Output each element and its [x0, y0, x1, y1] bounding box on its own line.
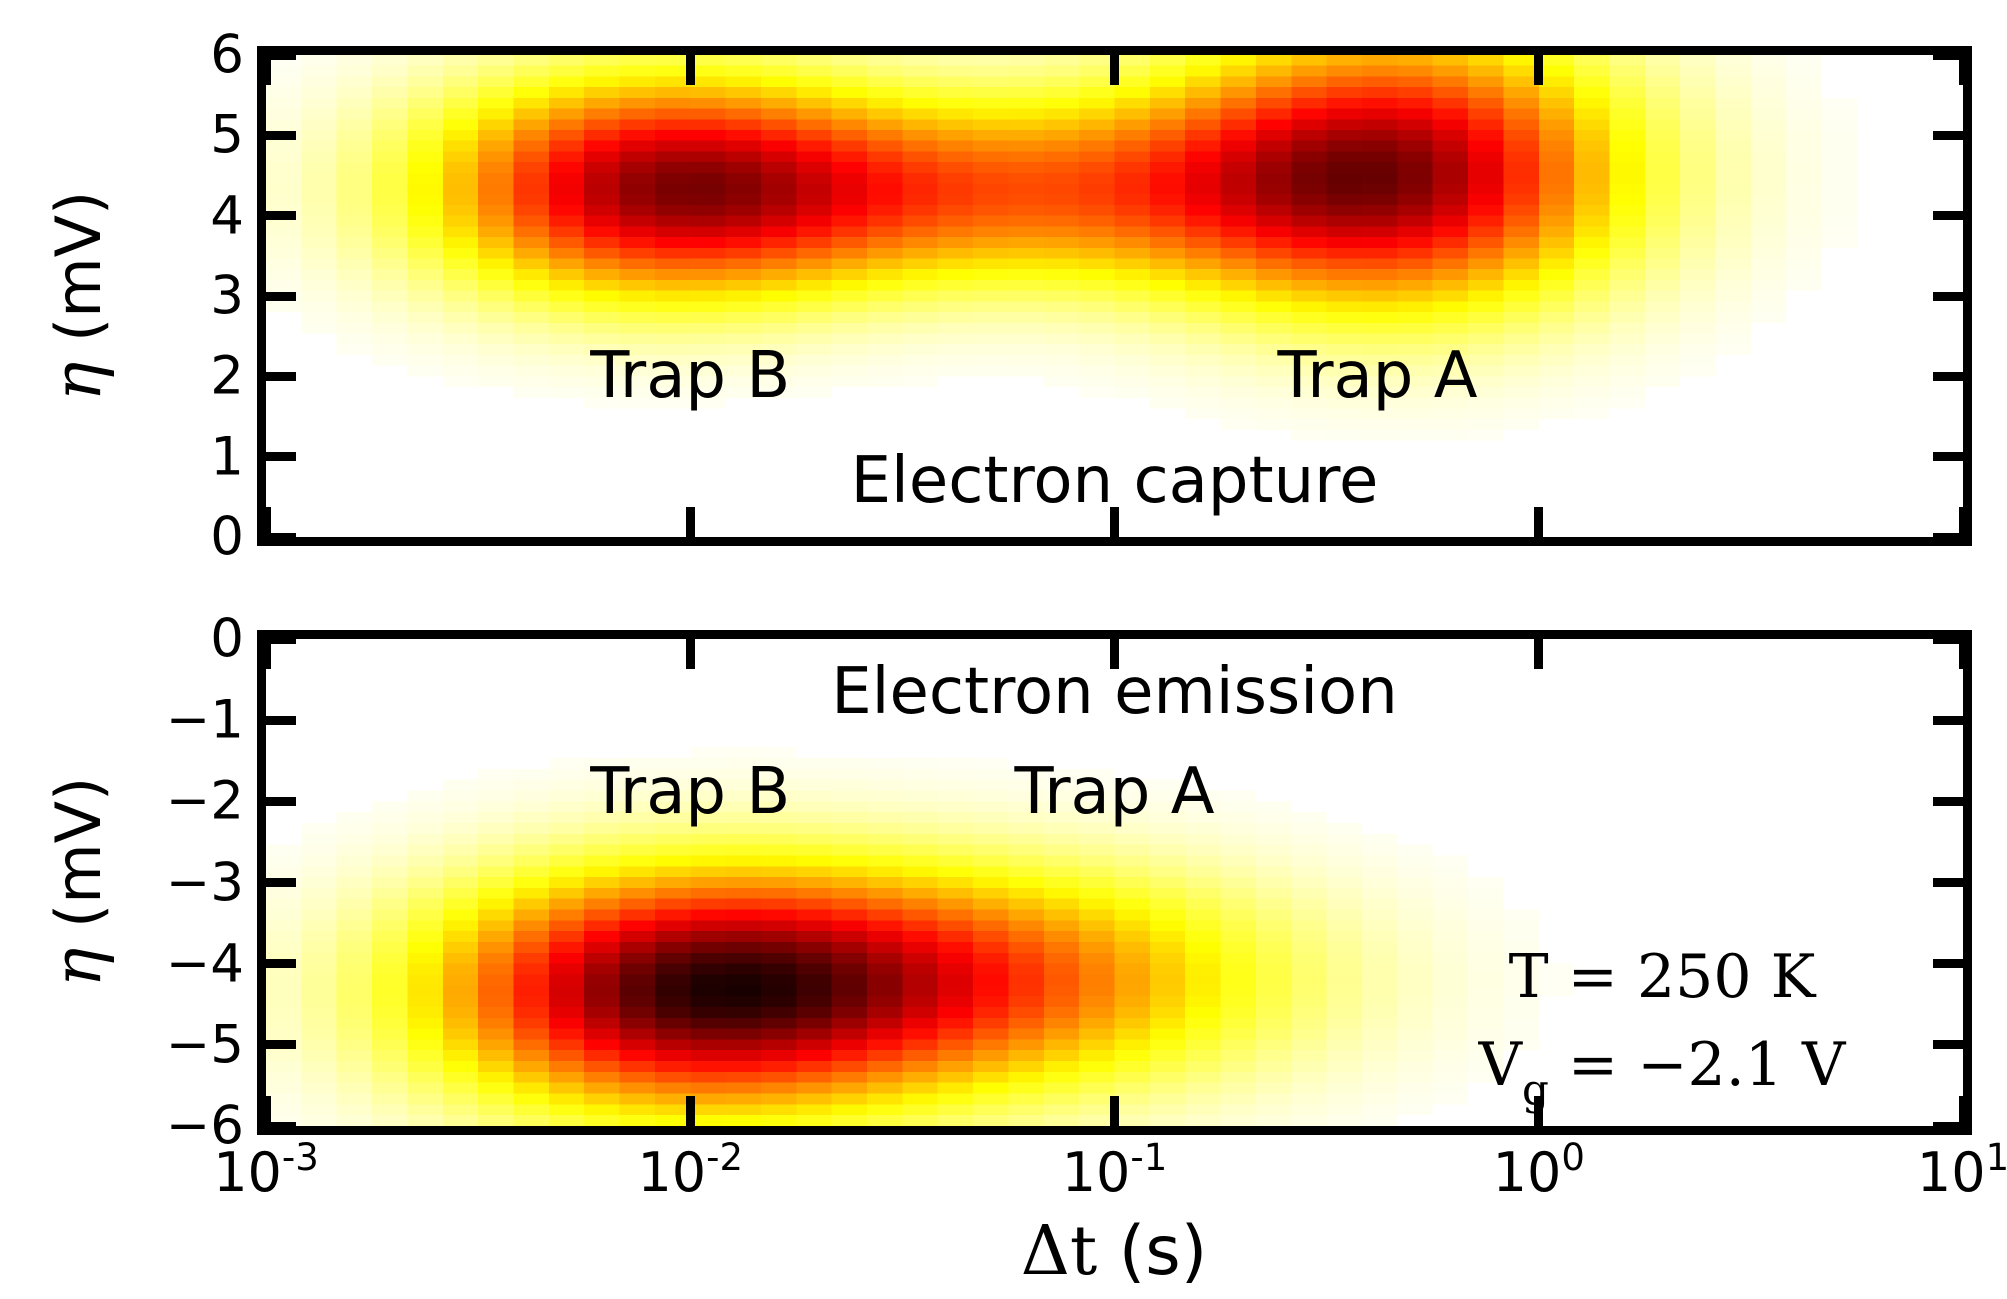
electron-emission-xtick-bottom-10e-1	[1110, 1096, 1119, 1126]
electron-emission-xtick-bottom-10e-2	[685, 1096, 695, 1126]
electron-emission-ytick-right--3	[1933, 878, 1963, 887]
electron-capture-xtick-bottom-10e-3	[261, 507, 271, 537]
electron-capture-ytick-left-0	[266, 532, 296, 542]
electron-emission-ytick-left--6	[266, 1121, 296, 1131]
electron-capture-ytick-left-6	[266, 50, 296, 60]
electron-capture-xtick-top-10e-2	[685, 55, 695, 85]
electron-capture-ytick-right-5	[1933, 130, 1963, 140]
annotation-temperature: T = 250 K	[1508, 942, 1816, 1012]
y-axis-label-capture: η (mV)	[39, 191, 116, 401]
electron-emission-ytick-right--4	[1933, 959, 1963, 969]
electron-capture-ytick-left-4	[266, 211, 296, 221]
electron-capture-xtick-top-10e-1	[1110, 55, 1119, 85]
annotation-gate-voltage: Vg = −2.1 V	[1478, 1030, 1846, 1115]
electron-emission-xtick-bottom-10e1	[1958, 1096, 1968, 1126]
electron-capture-ytick-label-3: 3	[210, 265, 244, 327]
electron-capture-xtick-bottom-10e1	[1958, 507, 1968, 537]
x-tick-label-10e-3: 10-3	[213, 1136, 319, 1204]
eta-unit: (mV)	[42, 190, 115, 362]
electron-emission-ytick-left--3	[266, 878, 296, 887]
electron-capture-label-electron-capture: Electron capture	[850, 443, 1379, 518]
electron-emission-xtick-top-10e-1	[1110, 639, 1119, 669]
electron-capture-ytick-label-2: 2	[210, 345, 244, 407]
electron-capture-ytick-label-1: 1	[210, 426, 244, 488]
x-tick-label-10e1: 101	[1916, 1136, 2007, 1204]
electron-capture-ytick-label-4: 4	[210, 185, 244, 247]
electron-emission-heatmap-canvas	[266, 639, 1963, 1126]
electron-emission-xtick-bottom-10e-3	[261, 1096, 271, 1126]
eta-symbol: η	[39, 361, 116, 402]
y-axis-label-emission: η (mV)	[39, 777, 116, 987]
electron-capture-ytick-right-3	[1933, 291, 1963, 301]
electron-capture-ytick-right-6	[1933, 50, 1963, 60]
electron-emission-ytick-left--1	[266, 715, 296, 725]
electron-capture-label-trap-a: Trap A	[1277, 339, 1478, 414]
electron-emission-xtick-top-10e-3	[261, 639, 271, 669]
electron-capture-ytick-left-1	[266, 452, 296, 462]
electron-capture-xtick-bottom-10e0	[1534, 507, 1544, 537]
delta-t-symbol: Δt	[1020, 1212, 1098, 1291]
x-tick-label-10e-2: 10-2	[637, 1136, 744, 1204]
electron-emission-ytick-label--4: −4	[165, 933, 244, 995]
electron-capture-ytick-left-3	[266, 291, 296, 301]
electron-capture-ytick-left-2	[266, 371, 296, 381]
electron-capture-heatmap-canvas	[266, 55, 1963, 537]
electron-emission-ytick-label--2: −2	[165, 770, 244, 832]
electron-emission-label-trap-a: Trap A	[1014, 754, 1215, 829]
electron-capture-ytick-right-0	[1933, 532, 1963, 542]
electron-capture-label-trap-b: Trap B	[590, 339, 791, 414]
electron-emission-ytick-right--2	[1933, 796, 1963, 806]
electron-emission-xtick-bottom-10e0	[1534, 1096, 1544, 1126]
electron-emission-ytick-right--6	[1933, 1121, 1963, 1131]
electron-emission-label-electron-emission: Electron emission	[831, 654, 1398, 729]
eta-unit: (mV)	[42, 776, 115, 948]
electron-emission-xtick-top-10e-2	[685, 639, 695, 669]
electron-emission-ytick-right-0	[1933, 634, 1963, 644]
eta-symbol: η	[39, 947, 116, 988]
delta-t-unit: (s)	[1097, 1212, 1208, 1291]
electron-emission-ytick-label-0: 0	[210, 608, 244, 670]
electron-capture-xtick-bottom-10e-1	[1110, 507, 1119, 537]
electron-capture-xtick-top-10e1	[1958, 55, 1968, 85]
electron-emission-ytick-right--1	[1933, 715, 1963, 725]
x-tick-label-10e0: 100	[1492, 1136, 1585, 1204]
electron-capture-ytick-label-6: 6	[210, 24, 244, 86]
electron-emission-ytick-label--6: −6	[165, 1095, 244, 1157]
electron-capture-ytick-right-4	[1933, 211, 1963, 221]
electron-capture-xtick-top-10e0	[1534, 55, 1544, 85]
x-axis-label: Δt (s)	[1021, 1218, 1208, 1286]
electron-capture-xtick-top-10e-3	[261, 55, 271, 85]
electron-emission-ytick-left--4	[266, 959, 296, 969]
electron-emission-ytick-right--5	[1933, 1040, 1963, 1050]
electron-emission-ytick-left-0	[266, 634, 296, 644]
x-tick-label-10e-1: 10-1	[1061, 1136, 1168, 1204]
electron-capture-ytick-right-1	[1933, 452, 1963, 462]
electron-capture-ytick-label-5: 5	[210, 104, 244, 166]
electron-emission-label-trap-b: Trap B	[590, 754, 791, 829]
electron-emission-ytick-label--1: −1	[165, 689, 244, 751]
electron-emission-ytick-label--3: −3	[165, 852, 244, 913]
electron-emission-ytick-label--5: −5	[165, 1014, 244, 1076]
electron-capture-ytick-right-2	[1933, 371, 1963, 381]
electron-emission-ytick-left--5	[266, 1040, 296, 1050]
electron-capture-ytick-left-5	[266, 130, 296, 140]
experiment-conditions: T = 250 K Vg = −2.1 V	[1478, 933, 1846, 1115]
electron-emission-ytick-left--2	[266, 796, 296, 806]
electron-emission-xtick-top-10e1	[1958, 639, 1968, 669]
electron-emission-xtick-top-10e0	[1534, 639, 1544, 669]
electron-capture-ytick-label-0: 0	[210, 506, 244, 568]
electron-capture-xtick-bottom-10e-2	[685, 507, 695, 537]
